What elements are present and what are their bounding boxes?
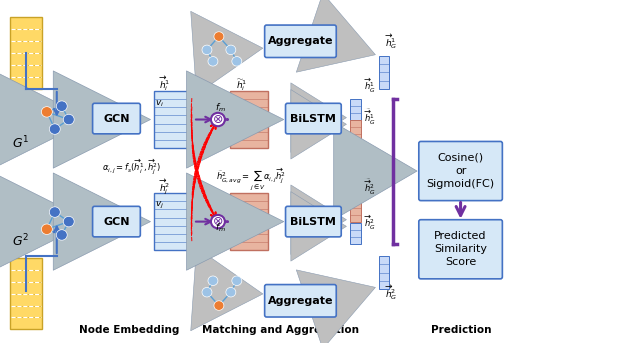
- Text: $\widetilde{h}_{G,avg}^2=\sum_{j\in V}\alpha_{i,j}\overrightarrow{h}_j^2$: $\widetilde{h}_{G,avg}^2=\sum_{j\in V}\a…: [216, 166, 286, 192]
- Text: $\widetilde{h}_i^1$: $\widetilde{h}_i^1$: [236, 78, 247, 94]
- FancyBboxPatch shape: [265, 285, 336, 317]
- Circle shape: [211, 113, 225, 126]
- Text: GCN: GCN: [103, 114, 130, 123]
- Circle shape: [226, 287, 236, 297]
- Circle shape: [211, 215, 225, 228]
- FancyBboxPatch shape: [285, 103, 341, 134]
- Bar: [350, 98, 361, 119]
- Bar: [350, 120, 361, 141]
- Bar: [10, 17, 42, 89]
- Text: $\overrightarrow{h}_G^2$: $\overrightarrow{h}_G^2$: [385, 284, 397, 303]
- Text: $G^1$: $G^1$: [12, 134, 29, 151]
- Text: $\alpha_{i,j}=f_s(\overrightarrow{h}_i^1,\overrightarrow{h}_j^2)$: $\alpha_{i,j}=f_s(\overrightarrow{h}_i^1…: [102, 157, 161, 176]
- Circle shape: [202, 45, 212, 55]
- Text: Aggregate: Aggregate: [268, 36, 333, 46]
- Bar: [154, 193, 192, 250]
- Circle shape: [42, 107, 52, 117]
- Text: Cosine()
or
Sigmoid(FC): Cosine() or Sigmoid(FC): [426, 153, 495, 189]
- Text: $f_m$: $f_m$: [215, 221, 226, 234]
- Bar: [379, 256, 389, 289]
- Circle shape: [232, 57, 242, 66]
- Text: $\overrightarrow{h}_i^1$: $\overrightarrow{h}_i^1$: [159, 75, 170, 94]
- FancyBboxPatch shape: [285, 206, 341, 237]
- Circle shape: [226, 45, 236, 55]
- Text: $\otimes$: $\otimes$: [212, 113, 223, 126]
- Text: Node Embedding: Node Embedding: [79, 324, 180, 335]
- Bar: [350, 223, 361, 244]
- Circle shape: [202, 287, 212, 297]
- Circle shape: [208, 57, 218, 66]
- Circle shape: [232, 276, 242, 285]
- Text: $\overrightarrow{h}_G^1$: $\overrightarrow{h}_G^1$: [385, 32, 397, 50]
- Text: $\widetilde{\overrightarrow{h}}_G^2$: $\widetilde{\overrightarrow{h}}_G^2$: [364, 178, 376, 198]
- Text: $v_j$: $v_j$: [156, 200, 164, 211]
- Circle shape: [63, 216, 74, 227]
- Text: BiLSTM: BiLSTM: [291, 217, 337, 227]
- FancyBboxPatch shape: [93, 206, 140, 237]
- Circle shape: [214, 301, 224, 310]
- Text: $G^2$: $G^2$: [12, 233, 29, 249]
- FancyBboxPatch shape: [93, 103, 140, 134]
- Bar: [379, 56, 389, 89]
- Text: $\overrightarrow{h}_G^2$: $\overrightarrow{h}_G^2$: [364, 214, 376, 232]
- Bar: [230, 91, 268, 148]
- Text: Aggregate: Aggregate: [268, 296, 333, 306]
- Text: Predicted
Similarity
Score: Predicted Similarity Score: [434, 231, 487, 268]
- Text: $\widetilde{\overrightarrow{h}}_G^1$: $\widetilde{\overrightarrow{h}}_G^1$: [364, 107, 376, 127]
- Circle shape: [63, 114, 74, 125]
- Circle shape: [208, 276, 218, 285]
- Circle shape: [49, 207, 60, 217]
- FancyBboxPatch shape: [419, 141, 502, 201]
- Bar: [350, 201, 361, 222]
- FancyBboxPatch shape: [419, 220, 502, 279]
- Text: $f_m$: $f_m$: [215, 102, 226, 115]
- Circle shape: [56, 101, 67, 111]
- Text: GCN: GCN: [103, 217, 130, 227]
- Text: $\overrightarrow{h}_G^1$: $\overrightarrow{h}_G^1$: [364, 78, 376, 95]
- Circle shape: [214, 32, 224, 41]
- Circle shape: [42, 224, 52, 235]
- Text: $v_i$: $v_i$: [156, 98, 164, 109]
- Text: Prediction: Prediction: [431, 324, 492, 335]
- Text: BiLSTM: BiLSTM: [291, 114, 337, 123]
- Circle shape: [56, 230, 67, 240]
- FancyBboxPatch shape: [265, 25, 336, 58]
- Text: $\otimes$: $\otimes$: [212, 215, 223, 228]
- Bar: [154, 91, 192, 148]
- Bar: [10, 258, 42, 329]
- Bar: [230, 193, 268, 250]
- Circle shape: [49, 124, 60, 134]
- Text: Matching and Aggregation: Matching and Aggregation: [202, 324, 359, 335]
- Text: $\overrightarrow{h}_j^2$: $\overrightarrow{h}_j^2$: [159, 177, 170, 197]
